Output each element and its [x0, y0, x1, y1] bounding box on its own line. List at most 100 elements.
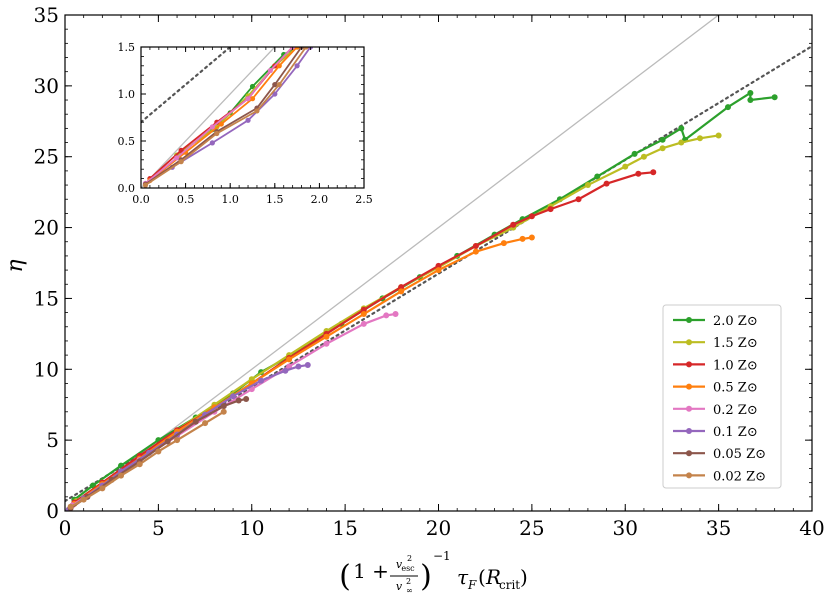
inset-series-point	[294, 47, 300, 50]
inset-series-point	[245, 117, 251, 123]
legend-swatch-marker	[686, 383, 692, 390]
inset-series-point	[245, 96, 251, 102]
main-series-point	[220, 408, 227, 415]
main-series-point	[650, 169, 657, 176]
main-series-point	[724, 104, 731, 111]
inset-series-point	[249, 83, 256, 90]
main-y-tick-label: 35	[34, 3, 59, 27]
inset-x-tick-label: 2.5	[355, 193, 373, 206]
main-x-tick-label: 15	[332, 516, 357, 540]
main-series-point	[635, 170, 642, 177]
main-series-point	[659, 136, 666, 143]
main-y-tick-label: 20	[34, 216, 59, 240]
svg-text:2: 2	[407, 554, 412, 563]
inset-series-point	[254, 108, 260, 114]
main-series-point	[747, 89, 754, 96]
legend-box	[662, 304, 782, 489]
main-series-point	[678, 139, 685, 146]
main-x-tick-label: 10	[239, 516, 264, 540]
legend-entry-label: 1.5 Z⊙	[713, 336, 758, 351]
main-series-point	[235, 397, 242, 404]
main-series-point	[174, 437, 181, 444]
svg-text:1 +: 1 +	[353, 559, 389, 583]
main-series-point	[640, 153, 647, 160]
main-series-point	[243, 396, 250, 403]
main-x-tick-label: 25	[519, 516, 544, 540]
main-series-point	[155, 448, 162, 455]
inset-series-point	[218, 121, 224, 127]
main-series-point	[435, 262, 442, 269]
main-series-point	[771, 94, 778, 101]
inset-y-tick-label: 0.0	[118, 182, 136, 195]
main-y-tick-label: 5	[46, 428, 59, 452]
main-series-point	[118, 472, 125, 479]
inset-series-point	[272, 82, 278, 88]
main-y-tick-label: 30	[34, 74, 59, 98]
main-y-tick-label: 15	[34, 286, 59, 310]
main-x-tick-label: 40	[799, 516, 824, 540]
inset-series-point	[276, 63, 282, 69]
svg-text:): )	[520, 565, 528, 589]
main-series-point	[435, 267, 442, 274]
main-series-point	[220, 403, 227, 410]
main-series-point	[295, 363, 302, 370]
inset-series-line-7	[144, 47, 307, 186]
main-series-point	[584, 182, 591, 189]
main-series-point	[282, 367, 289, 374]
inset-series-point	[249, 96, 256, 102]
legend-entry-label: 0.2 Z⊙	[713, 403, 758, 418]
main-series-point	[575, 196, 582, 203]
main-series-point	[603, 180, 610, 187]
svg-text:v: v	[396, 580, 403, 593]
legend-swatch-marker	[686, 339, 692, 346]
main-series-point	[519, 235, 526, 242]
inset-reference-line-dotted	[141, 47, 232, 124]
main-series-point	[696, 135, 703, 142]
main-series-point	[192, 418, 199, 425]
main-series-point	[304, 362, 311, 369]
main-series-point	[383, 312, 390, 319]
main-series-point	[136, 461, 143, 468]
main-series-point	[500, 240, 507, 247]
main-series-point	[659, 145, 666, 152]
legend-entry-label: 2.0 Z⊙	[713, 314, 758, 329]
main-series-point	[678, 125, 685, 132]
main-series-point	[323, 340, 330, 347]
main-series-point	[622, 163, 629, 170]
main-series-point	[286, 356, 293, 363]
main-series-point	[258, 377, 265, 384]
legend-entry-label: 0.5 Z⊙	[713, 381, 758, 396]
main-x-tick-label: 30	[613, 516, 638, 540]
inset-plot: 0.0 0.5 1.0 1.5 2.0 2.5 0.0 0.5 1.0 1.5	[118, 41, 373, 206]
inset-x-tick-label: 2.0	[311, 193, 329, 206]
main-series-point	[528, 213, 535, 220]
inset-x-tick-label: 0.5	[177, 193, 195, 206]
legend-swatch-marker	[686, 317, 692, 323]
axis-labels: η ( 1 + v esc 2 v ∞ 2 ) −1 τ F ( R crit …	[3, 259, 528, 595]
inset-x-tick-label: 1.0	[221, 193, 239, 206]
inset-frame	[140, 46, 365, 189]
main-x-tick-label: 20	[426, 516, 451, 540]
legend-entry-label: 0.02 Z⊙	[713, 469, 766, 484]
inset-series-line-3	[149, 47, 298, 182]
inset-series-point	[174, 155, 180, 161]
main-series-point	[164, 438, 171, 445]
inset-y-tick-label: 1.5	[118, 41, 136, 54]
inset-series-point	[178, 159, 184, 165]
svg-text:esc: esc	[401, 564, 415, 573]
main-series-point	[547, 206, 554, 213]
main-series-point	[398, 288, 405, 295]
x-axis-label: ( 1 + v esc 2 v ∞ 2 ) −1 τ F ( R crit )	[339, 549, 528, 595]
inset-series-line-6	[144, 47, 303, 185]
inset-x-tick-label: 1.5	[266, 193, 284, 206]
main-series-point	[202, 420, 209, 427]
svg-text:v: v	[396, 558, 403, 571]
inset-series-line-4	[144, 47, 294, 184]
svg-text:F: F	[467, 578, 477, 592]
legend: 2.0 Z⊙ 1.5 Z⊙ 1.0 Z⊙ 0.5 Z⊙ 0.2 Z⊙ 0.1 Z⊙ 0.05…	[662, 304, 782, 489]
svg-text:τ: τ	[457, 565, 469, 589]
main-x-tick-label: 5	[152, 516, 165, 540]
legend-entry-label: 0.05 Z⊙	[713, 447, 766, 462]
inset-content	[141, 47, 314, 188]
